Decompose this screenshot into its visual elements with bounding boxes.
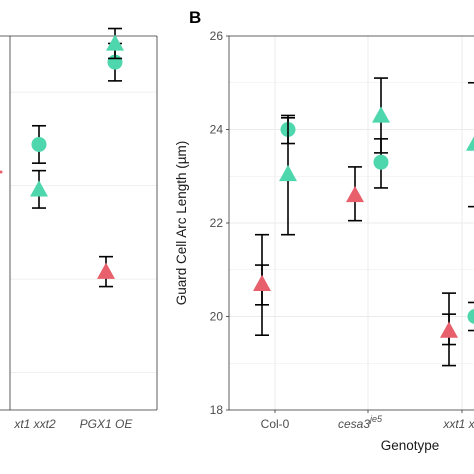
panel-a: xt1 xxt2 PGX1 OE [0, 27, 158, 431]
panel-b-xtick-sup-1: je5 [369, 414, 383, 424]
panel-b-ytick-label-18: 18 [210, 403, 224, 417]
panel-b-ytick-label-20: 20 [210, 310, 224, 324]
panel-b-xtick-label-1: cesa3je5 [338, 414, 383, 431]
panel-b-marker-s0-xxt1-xxt2 [440, 321, 458, 338]
panel-b-marker-s2-cesa3je5 [372, 106, 390, 123]
panel-a-clipped-point [0, 170, 3, 174]
panel-a-xtick-label-1: PGX1 OE [80, 417, 134, 431]
panel-b-y-axis-title: Guard Cell Arc Length (µm) [174, 141, 189, 306]
panel-a-xtick-label-0: xt1 xxt2 [13, 417, 56, 431]
panel-a-marker-s2-xxt1-xxt2 [30, 180, 48, 197]
panel-b-ytick-label-24: 24 [210, 123, 224, 137]
panel-b-marker-s0-col-0 [253, 274, 271, 291]
panel-b-marker-s2-col-0 [279, 164, 297, 182]
panel-a-marker-s1-xxt1-xxt2 [31, 136, 47, 152]
panel-a-marker-s2-pgx1-oe [106, 34, 124, 51]
panel-b-ytick-label-22: 22 [210, 216, 224, 230]
panel-b-marker-s1-cesa3je5 [373, 154, 389, 170]
panel-b-xtick-label-0: Col-0 [261, 417, 290, 431]
panel-b-ytick-label-26: 26 [210, 29, 224, 43]
panel-a-marker-s0-pgx1-oe [97, 262, 115, 279]
panel-b: B 18 20 22 24 26 Col-0 cesa3je5 xxt1 xxGenotype… [174, 8, 474, 453]
panel-b-marker-s2-xxt1-xxt2 [466, 136, 474, 151]
panel-b-marker-s1-xxt1-xxt2 [467, 309, 474, 324]
panel-b-x-axis-title: Genotype [381, 438, 440, 453]
panel-b-marker-s0-cesa3je5 [346, 185, 364, 203]
panel-letter-b: B [189, 8, 201, 27]
panel-b-xtick-label-2: xxt1 xx [442, 417, 474, 431]
